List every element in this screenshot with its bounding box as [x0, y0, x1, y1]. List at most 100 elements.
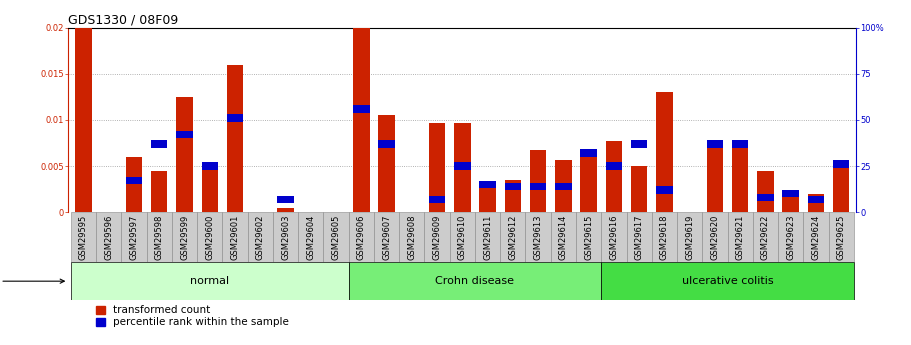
Bar [757, 194, 773, 201]
Text: GSM29611: GSM29611 [483, 215, 492, 260]
Bar [177, 97, 193, 212]
Text: GSM29602: GSM29602 [256, 215, 265, 260]
Bar [627, 212, 651, 262]
Legend: transformed count, percentile rank within the sample: transformed count, percentile rank withi… [97, 305, 289, 327]
Text: GSM29623: GSM29623 [786, 215, 795, 260]
Bar [833, 166, 849, 212]
Bar [147, 212, 172, 262]
Bar [425, 212, 450, 262]
Bar [707, 140, 723, 148]
Bar [227, 114, 243, 122]
Bar [479, 185, 496, 212]
Text: GSM29620: GSM29620 [711, 215, 720, 260]
Bar [378, 140, 394, 148]
Bar [651, 212, 677, 262]
Bar [353, 28, 370, 212]
Bar [829, 212, 854, 262]
Bar [707, 148, 723, 212]
Text: GSM29624: GSM29624 [812, 215, 821, 260]
Text: GSM29597: GSM29597 [129, 215, 138, 260]
Bar [783, 190, 799, 197]
Bar [399, 212, 425, 262]
Bar [121, 212, 147, 262]
Bar [505, 180, 521, 212]
Bar [505, 183, 521, 190]
Bar [201, 166, 218, 212]
Text: GSM29613: GSM29613 [534, 215, 543, 260]
Bar [277, 196, 293, 203]
Text: GSM29607: GSM29607 [382, 215, 391, 260]
Bar [151, 171, 168, 212]
Text: GSM29616: GSM29616 [609, 215, 619, 260]
Bar [656, 92, 672, 212]
Bar [454, 162, 471, 170]
Text: GSM29612: GSM29612 [508, 215, 517, 260]
Text: GSM29619: GSM29619 [685, 215, 694, 260]
Bar [248, 212, 273, 262]
Bar [631, 166, 648, 212]
Bar [323, 212, 349, 262]
Text: GSM29603: GSM29603 [281, 215, 290, 260]
Text: GSM29614: GSM29614 [558, 215, 568, 260]
Bar [606, 162, 622, 170]
Bar [551, 212, 576, 262]
Text: GSM29608: GSM29608 [407, 215, 416, 260]
Bar [555, 183, 571, 190]
Bar [601, 262, 854, 300]
Bar [177, 131, 193, 138]
Bar [378, 115, 394, 212]
Bar [580, 152, 597, 212]
Text: GSM29604: GSM29604 [306, 215, 315, 260]
Text: Crohn disease: Crohn disease [435, 276, 515, 286]
Text: GSM29625: GSM29625 [836, 215, 845, 260]
Text: GSM29600: GSM29600 [205, 215, 214, 260]
Text: GSM29618: GSM29618 [660, 215, 669, 260]
Bar [374, 212, 399, 262]
Bar [601, 212, 627, 262]
Text: GSM29621: GSM29621 [736, 215, 744, 260]
Bar [222, 212, 248, 262]
Bar [808, 196, 824, 203]
Bar [71, 262, 349, 300]
Bar [728, 212, 752, 262]
Bar [349, 212, 374, 262]
Bar [475, 212, 500, 262]
Bar [656, 186, 672, 194]
Bar [530, 150, 547, 212]
Text: GDS1330 / 08F09: GDS1330 / 08F09 [68, 13, 179, 27]
Bar [201, 162, 218, 170]
Bar [500, 212, 526, 262]
Bar [71, 212, 96, 262]
Bar [732, 140, 748, 148]
Bar [580, 149, 597, 157]
Text: GSM29595: GSM29595 [79, 215, 88, 260]
Bar [804, 212, 829, 262]
Bar [631, 140, 648, 148]
Bar [677, 212, 702, 262]
Bar [197, 212, 222, 262]
Text: GSM29598: GSM29598 [155, 215, 164, 260]
Text: GSM29605: GSM29605 [332, 215, 341, 260]
Bar [783, 194, 799, 212]
Bar [752, 212, 778, 262]
Bar [778, 212, 804, 262]
Text: GSM29609: GSM29609 [433, 215, 442, 260]
Text: GSM29606: GSM29606 [357, 215, 366, 260]
Bar [808, 194, 824, 212]
Bar [757, 171, 773, 212]
Text: GSM29599: GSM29599 [180, 215, 189, 260]
Bar [732, 148, 748, 212]
Bar [454, 123, 471, 212]
Bar [576, 212, 601, 262]
Bar [273, 212, 298, 262]
Text: GSM29601: GSM29601 [230, 215, 240, 260]
Text: disease state: disease state [0, 276, 65, 286]
Bar [479, 181, 496, 188]
Bar [833, 160, 849, 168]
Bar [429, 123, 445, 212]
Text: normal: normal [190, 276, 230, 286]
Bar [126, 177, 142, 185]
Text: GSM29615: GSM29615 [584, 215, 593, 260]
Bar [429, 196, 445, 203]
Bar [530, 183, 547, 190]
